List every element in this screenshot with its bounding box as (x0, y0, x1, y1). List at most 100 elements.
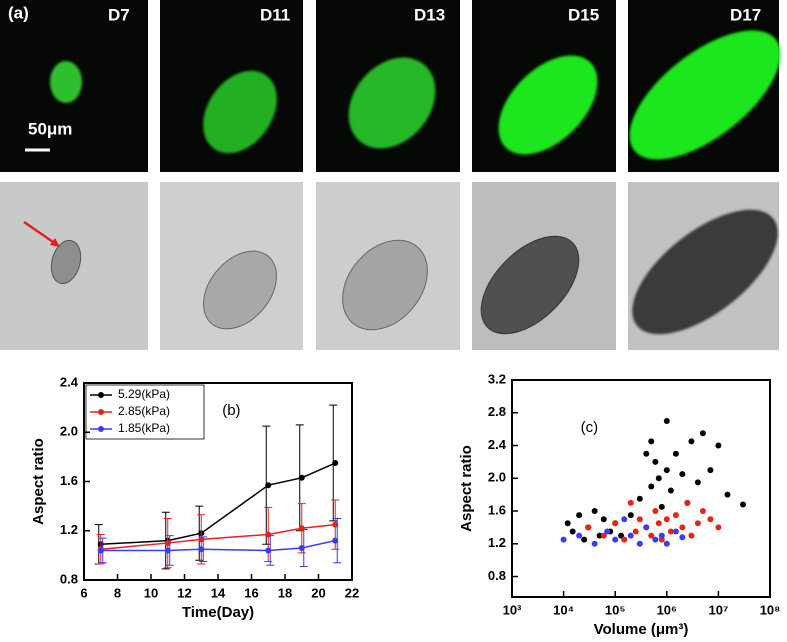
point (265, 547, 272, 554)
point (627, 499, 634, 506)
cell (348, 57, 436, 149)
point (632, 528, 639, 535)
point (694, 520, 701, 527)
point (198, 546, 205, 553)
x-tick-label: 20 (311, 585, 325, 600)
point (663, 516, 670, 523)
point (627, 512, 634, 519)
point (591, 508, 598, 515)
point (164, 547, 171, 554)
legend-label: 1.85(kPa) (118, 421, 170, 435)
point (707, 516, 714, 523)
point (604, 528, 611, 535)
x-tick-label: 10⁸ (760, 602, 781, 617)
point (591, 540, 598, 547)
x-tick-label: 10⁶ (657, 602, 677, 617)
point (688, 438, 695, 445)
line (100, 523, 336, 550)
point (612, 520, 619, 527)
y-tick-label: 2.4 (60, 374, 79, 389)
point (564, 520, 571, 527)
point (636, 516, 643, 523)
point (332, 460, 339, 467)
y-axis-title: Aspect ratio (30, 438, 47, 525)
point (663, 540, 670, 547)
point (652, 508, 659, 515)
x-tick-label: 14 (211, 585, 226, 600)
point (707, 467, 714, 474)
point (658, 532, 665, 539)
cell (629, 30, 781, 160)
point (621, 516, 628, 523)
point (672, 450, 679, 457)
y-tick-label: 1.6 (60, 473, 78, 488)
point (265, 482, 272, 489)
panel-label: (a) (8, 3, 29, 22)
point (679, 471, 686, 478)
plot-frame (511, 379, 771, 598)
point (672, 512, 679, 519)
point (332, 537, 339, 544)
x-tick-label: 22 (345, 585, 359, 600)
day-label: D13 (414, 5, 445, 24)
point (612, 536, 619, 543)
point (672, 528, 679, 535)
cell (498, 55, 598, 155)
x-tick-label: 16 (244, 585, 258, 600)
point (699, 430, 706, 437)
legend-marker (98, 392, 104, 398)
point (679, 534, 686, 541)
annotation: (b) (222, 402, 240, 419)
point (560, 536, 567, 543)
point (621, 536, 628, 543)
x-tick-label: 10⁵ (605, 602, 626, 617)
y-axis-title: Aspect ratio (458, 445, 475, 532)
point (298, 474, 305, 481)
y-tick-label: 1.2 (60, 522, 78, 537)
line (100, 462, 336, 546)
arrow-head (50, 238, 60, 247)
point (694, 479, 701, 486)
point (667, 487, 674, 494)
cell (480, 235, 580, 335)
point (569, 528, 576, 535)
x-axis-title: Time(Day) (182, 604, 254, 621)
arrow (23, 220, 57, 246)
point (648, 532, 655, 539)
point (600, 532, 607, 539)
y-tick-label: 1.2 (488, 535, 506, 550)
point (298, 544, 305, 551)
day-label: D17 (730, 5, 761, 24)
x-tick-label: 10⁷ (708, 602, 728, 617)
point (663, 417, 670, 424)
point (600, 516, 607, 523)
point (618, 532, 625, 539)
y-tick-label: 2.0 (60, 424, 78, 439)
cell (50, 239, 82, 285)
point (576, 512, 583, 519)
legend-marker (98, 409, 104, 415)
point (627, 532, 634, 539)
cell (203, 250, 277, 330)
cell (632, 209, 778, 335)
point (740, 501, 747, 508)
legend-frame (85, 384, 205, 440)
point (648, 483, 655, 490)
scale-bar-label: 50μm (28, 119, 72, 138)
x-tick-label: 10³ (503, 602, 522, 617)
x-axis-title: Volume (μm³) (594, 621, 689, 638)
point (636, 495, 643, 502)
day-label: D11 (260, 5, 290, 24)
point (652, 536, 659, 543)
x-tick-label: 10 (144, 585, 158, 600)
point (581, 536, 588, 543)
point (643, 524, 650, 531)
point (688, 532, 695, 539)
day-label: D7 (108, 5, 130, 24)
point (667, 528, 674, 535)
x-tick-label: 8 (114, 585, 121, 600)
y-tick-label: 2.0 (488, 470, 506, 485)
point (699, 508, 706, 515)
point (663, 467, 670, 474)
